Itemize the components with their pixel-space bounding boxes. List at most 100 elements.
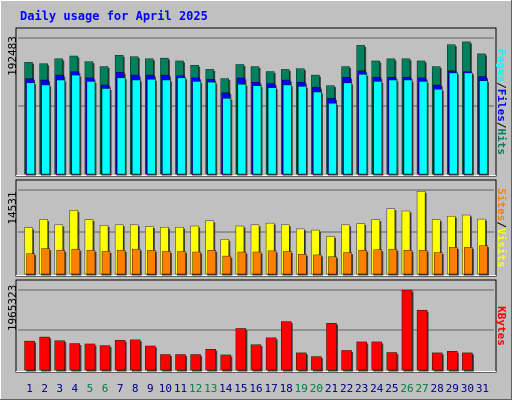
pages-bar — [71, 74, 82, 176]
pages-bar — [418, 81, 429, 176]
pages-bar — [252, 85, 263, 176]
sites-bar — [449, 247, 459, 276]
sites-bar — [298, 254, 308, 276]
legend-separator: / — [495, 122, 508, 129]
kbytes-bar — [431, 352, 444, 372]
day-label: 1 — [26, 382, 33, 395]
pages-bar — [177, 77, 188, 176]
day-label: 4 — [72, 382, 79, 395]
kbytes-bar — [356, 341, 369, 372]
sites-bar — [41, 248, 52, 276]
day-label: 16 — [249, 382, 262, 395]
pages-bar — [464, 72, 474, 176]
day-label: 12 — [189, 382, 202, 395]
pages-bar — [298, 86, 308, 176]
kbytes-bar — [280, 321, 293, 372]
sites-bar — [132, 248, 142, 276]
pages-bar — [373, 81, 384, 176]
day-label: 27 — [415, 382, 428, 395]
kbytes-bar — [341, 350, 354, 372]
pages-bar — [479, 80, 489, 176]
pages-bar — [403, 79, 414, 176]
sites-bar — [373, 249, 384, 276]
sites-bar — [418, 250, 429, 276]
pages-bar — [147, 79, 157, 176]
pages-bar — [328, 103, 338, 176]
kbytes-bar — [145, 345, 157, 372]
day-label: 15 — [234, 382, 247, 395]
day-label: 30 — [461, 382, 474, 395]
panel3-legend: KBytes — [495, 306, 508, 346]
kbytes-bar — [69, 343, 82, 372]
day-label: 6 — [102, 382, 109, 395]
day-label: 22 — [340, 382, 353, 395]
day-label: 10 — [159, 382, 172, 395]
day-label: 18 — [280, 382, 293, 395]
day-label: 14 — [219, 382, 233, 395]
sites-bar — [267, 250, 278, 276]
day-label: 17 — [264, 382, 277, 395]
day-label: 26 — [400, 382, 413, 395]
legend-separator: / — [495, 221, 508, 228]
pages-bar — [132, 79, 142, 176]
legend-hits: Hits — [495, 129, 508, 156]
sites-bar — [192, 251, 203, 276]
pages-bar — [267, 87, 278, 176]
sites-bar — [388, 248, 399, 276]
day-label: 3 — [56, 382, 63, 395]
sites-bar — [101, 251, 112, 276]
kbytes-bar — [462, 352, 474, 372]
panel2-ymax-label: 14531 — [6, 191, 19, 224]
day-label: 29 — [446, 382, 459, 395]
day-label: 25 — [385, 382, 398, 395]
kbytes-bar — [371, 341, 384, 372]
day-label: 8 — [132, 382, 139, 395]
day-label: 7 — [117, 382, 124, 395]
kbytes-bar — [386, 352, 399, 372]
day-label: 13 — [204, 382, 217, 395]
x-axis-day-labels: 1 2 3 4 5 6 7 8 9 10 11 12 13 14 15 16 17 18 19 20 21 22 23 24 2… — [26, 382, 489, 395]
chart-bars — [24, 41, 489, 372]
pages-bar — [86, 81, 97, 176]
day-label: 21 — [325, 382, 338, 395]
kbytes-bar — [311, 356, 323, 372]
sites-bar — [56, 250, 67, 276]
sites-bar — [343, 252, 354, 276]
kbytes-bar — [265, 337, 278, 372]
kbytes-bar — [447, 351, 459, 372]
sites-bar — [71, 248, 82, 276]
pages-bar — [313, 91, 323, 176]
sites-bar — [147, 250, 157, 276]
day-label: 28 — [431, 382, 444, 395]
kbytes-bar — [205, 349, 218, 372]
sites-bar — [313, 254, 323, 276]
sites-bar — [116, 250, 127, 276]
kbytes-bar — [160, 354, 172, 372]
day-label: 11 — [174, 382, 187, 395]
kbytes-bar — [401, 289, 414, 372]
pages-bar — [26, 82, 37, 176]
sites-bar — [177, 251, 188, 276]
pages-bar — [282, 84, 293, 176]
pages-bar — [207, 81, 218, 176]
legend-pages: Pages — [495, 49, 508, 82]
pages-bar — [41, 84, 52, 176]
kbytes-bar — [190, 354, 203, 372]
kbytes-bar — [416, 309, 429, 372]
legend-files: Files — [495, 89, 508, 122]
pages-bar — [101, 88, 112, 176]
legend-visits: Visits — [495, 228, 508, 268]
pages-bar — [237, 84, 248, 176]
kbytes-bar — [130, 339, 142, 372]
chart-title: Daily usage for April 2025 — [20, 9, 208, 23]
sites-bar — [433, 252, 444, 276]
kbytes-bar — [39, 336, 52, 372]
kbytes-bar — [220, 354, 233, 372]
pages-bar — [388, 79, 399, 176]
panel1-legend: Pages/Files/Hits — [495, 49, 508, 155]
sites-bar — [328, 256, 338, 276]
legend-separator: / — [495, 82, 508, 89]
sites-bar — [358, 250, 369, 276]
sites-bar — [252, 251, 263, 276]
